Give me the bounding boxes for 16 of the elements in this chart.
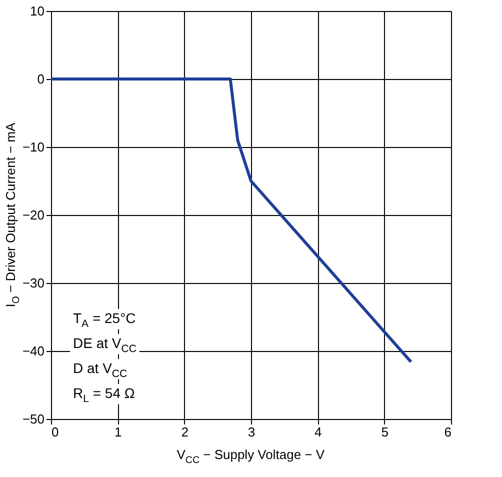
- x-tick-label: 5: [381, 424, 388, 440]
- x-tick-label: 0: [52, 424, 59, 440]
- y-tick-label: −10: [22, 140, 44, 154]
- y-axis-title: IO − Driver Output Current − mA: [3, 122, 22, 308]
- line-series: [50, 78, 412, 364]
- x-tick-label: 4: [314, 424, 322, 440]
- y-tick-label: 10: [30, 4, 44, 18]
- x-tick-label: 2: [181, 424, 188, 440]
- x-tick-label: 3: [248, 424, 256, 440]
- y-tick-label: 0: [37, 72, 44, 86]
- y-tick-label: −50: [22, 412, 44, 426]
- y-tick-label: −20: [22, 208, 44, 222]
- x-tick-label: 1: [114, 424, 122, 440]
- y-tick-label: −40: [22, 344, 44, 358]
- x-tick-label: 6: [444, 424, 452, 440]
- y-tick-label: −30: [22, 276, 44, 290]
